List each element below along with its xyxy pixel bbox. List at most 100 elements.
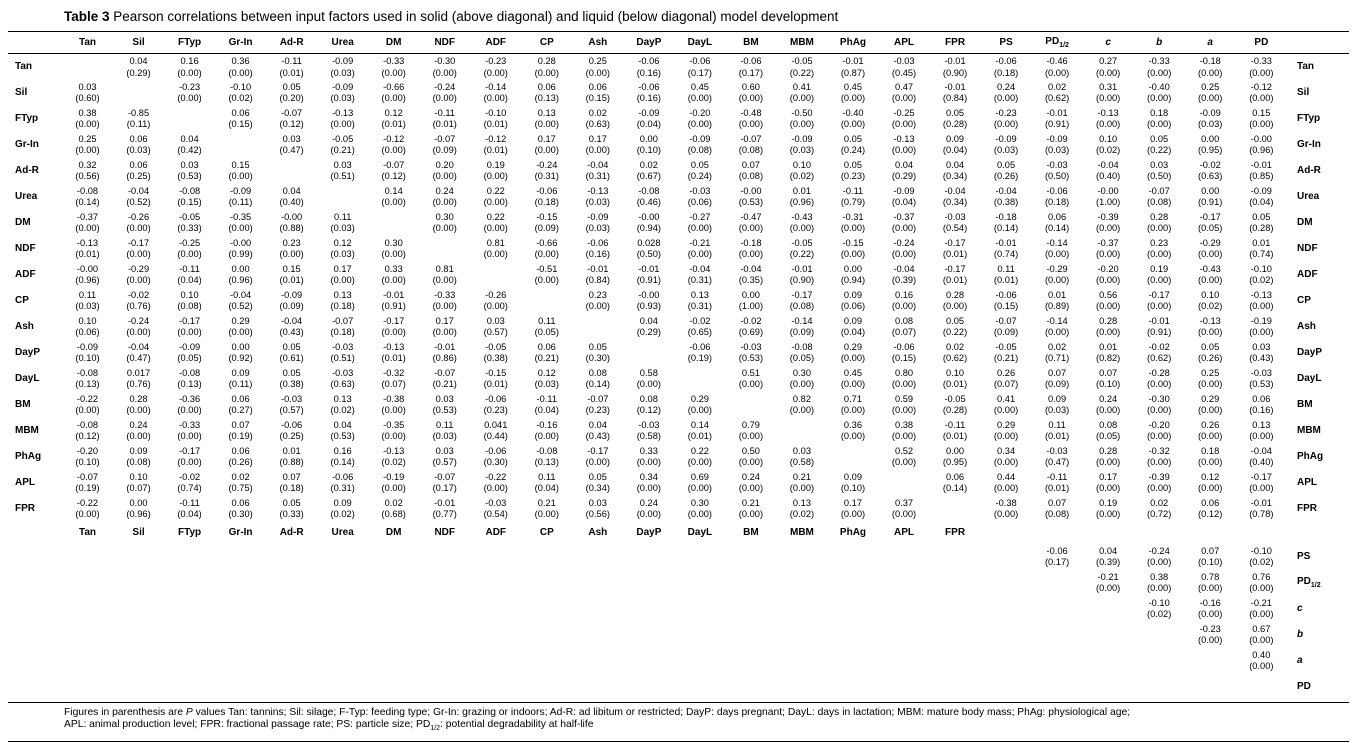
p-value: (0.00) [381,275,406,285]
empty-cell [62,622,113,648]
p-value: (0.18) [279,483,304,493]
corr-value: 0.79 [741,419,760,430]
corr-cell: -0.12 (0.00) [368,132,419,158]
table-body: Tan 0.04 (0.29) 0.16 (0.00) 0.36 (0.00) -0.11 (0… [8,54,1349,700]
p-value: (0.28) [1249,223,1274,233]
corr-cell: -0.17 (0.00) [164,314,215,340]
corr-value: 0.03 [792,445,811,456]
corr-cell: 0.29 (0.00) [1185,392,1236,418]
p-value: (0.00) [687,249,713,259]
empty-cell [419,544,470,570]
corr-cell: 0.15 (0.00) [215,158,266,184]
corr-value: 0.25 [588,56,607,66]
p-value: (0.00) [177,457,202,467]
p-value: (0.61) [279,353,304,363]
p-value: (0.17) [1044,557,1070,567]
corr-cell: -0.07 (0.19) [62,470,113,496]
corr-cell: -0.02 (0.62) [1134,340,1185,366]
corr-cell: 0.04 (0.53) [317,418,368,444]
p-value: (0.03) [330,67,355,78]
p-value: (0.00) [1147,457,1172,467]
p-value: (0.02) [330,405,355,415]
corr-value: -0.01 [383,289,405,300]
p-value: (0.12) [75,431,100,441]
repeated-column-header [1032,522,1083,544]
corr-value: -0.15 [842,237,864,248]
p-value: (0.00) [1198,327,1223,337]
corr-cell: 0.08 (0.05) [1083,418,1134,444]
corr-value: -0.19 [1250,315,1272,326]
corr-cell: -0.09 (0.11) [215,184,266,210]
p-value: (0.03) [585,197,610,207]
corr-value: -0.01 [944,56,966,66]
corr-cell: 0.34 (0.00) [981,444,1032,470]
corr-cell: 0.16 (0.14) [317,444,368,470]
corr-cell: -0.01 (0.90) [776,262,827,288]
p-value: (0.51) [330,171,355,181]
corr-value: -0.08 [178,367,201,378]
p-value: (0.00) [738,223,764,233]
p-value: (0.43) [585,431,610,441]
corr-value: 0.23 [588,289,607,300]
p-value: (0.09) [789,327,815,337]
corr-value: 0.00 [843,263,863,274]
corr-value: -0.05 [332,133,354,144]
corr-value: -0.08 [76,419,99,430]
empty-cell [674,622,725,648]
corr-cell: -0.16 (0.00) [1185,596,1236,622]
p-value: (0.60) [75,93,100,103]
corr-cell: 0.05 (0.33) [266,496,317,522]
corr-value: 0.10 [129,471,148,482]
p-value: (0.00) [483,67,508,78]
column-header: Urea [331,37,354,48]
corr-value: 0.02 [1150,497,1169,508]
corr-cell: 0.19 (0.00) [1134,262,1185,288]
corr-value: 0.38 [894,419,914,430]
empty-cell [879,596,930,622]
corr-cell: 0.28 (0.00) [1083,314,1134,340]
p-value: (0.00) [1095,583,1121,593]
corr-value: 0.34 [997,445,1016,456]
corr-cell: 0.60 (0.00) [725,80,776,106]
corr-value: -0.25 [893,107,915,118]
empty-cell [725,622,776,648]
empty-cell [113,544,164,570]
corr-cell: 0.25 (0.00) [572,54,623,80]
corr-cell: 0.09 (0.08) [113,444,164,470]
p-value: (0.00) [585,145,610,155]
corr-cell: -0.26 (0.00) [113,210,164,236]
corr-value: 0.04 [945,159,965,170]
corr-cell: -0.11 (0.01) [266,54,317,80]
corr-value: -0.03 [944,211,966,222]
p-value: (0.02) [228,93,253,103]
corr-value: 0.19 [1099,497,1118,508]
row-label-right: a [1297,655,1303,666]
corr-cell: 0.10 (0.02) [1185,288,1236,314]
corr-value: -0.07 [76,471,99,482]
empty-cell [470,544,521,570]
corr-cell: 0.04 (0.42) [164,132,215,158]
corr-cell: 0.23 (0.00) [572,288,623,314]
corr-cell: -0.05 (0.21) [981,340,1032,366]
corr-value: 0.03 [333,159,352,170]
p-value: (0.00) [840,119,866,129]
corr-value: -0.09 [791,133,813,144]
corr-cell: 0.10 (0.02) [776,158,827,184]
p-value: (0.29) [126,67,151,78]
p-value: (0.96) [1249,145,1274,155]
corr-value: -0.09 [995,133,1017,144]
empty-cell [827,674,878,700]
p-value: (0.00) [534,509,559,519]
p-value: (0.00) [738,483,764,493]
p-value: (0.40) [279,197,304,207]
corr-cell: -0.08 (0.13) [164,366,215,392]
table-row: NDF -0.13 (0.01) -0.17 (0.00) -0.25 (0.00) -0.0… [8,236,1349,262]
corr-cell: 0.05 (0.61) [266,340,317,366]
corr-value: -0.02 [178,471,201,482]
corr-value: -0.33 [1250,56,1272,66]
p-value: (0.00) [636,483,661,493]
corr-value: 0.47 [894,81,914,92]
corr-cell: -0.18 (0.00) [725,236,776,262]
corr-value: -0.20 [76,445,99,456]
corr-value: 0.45 [843,81,863,92]
